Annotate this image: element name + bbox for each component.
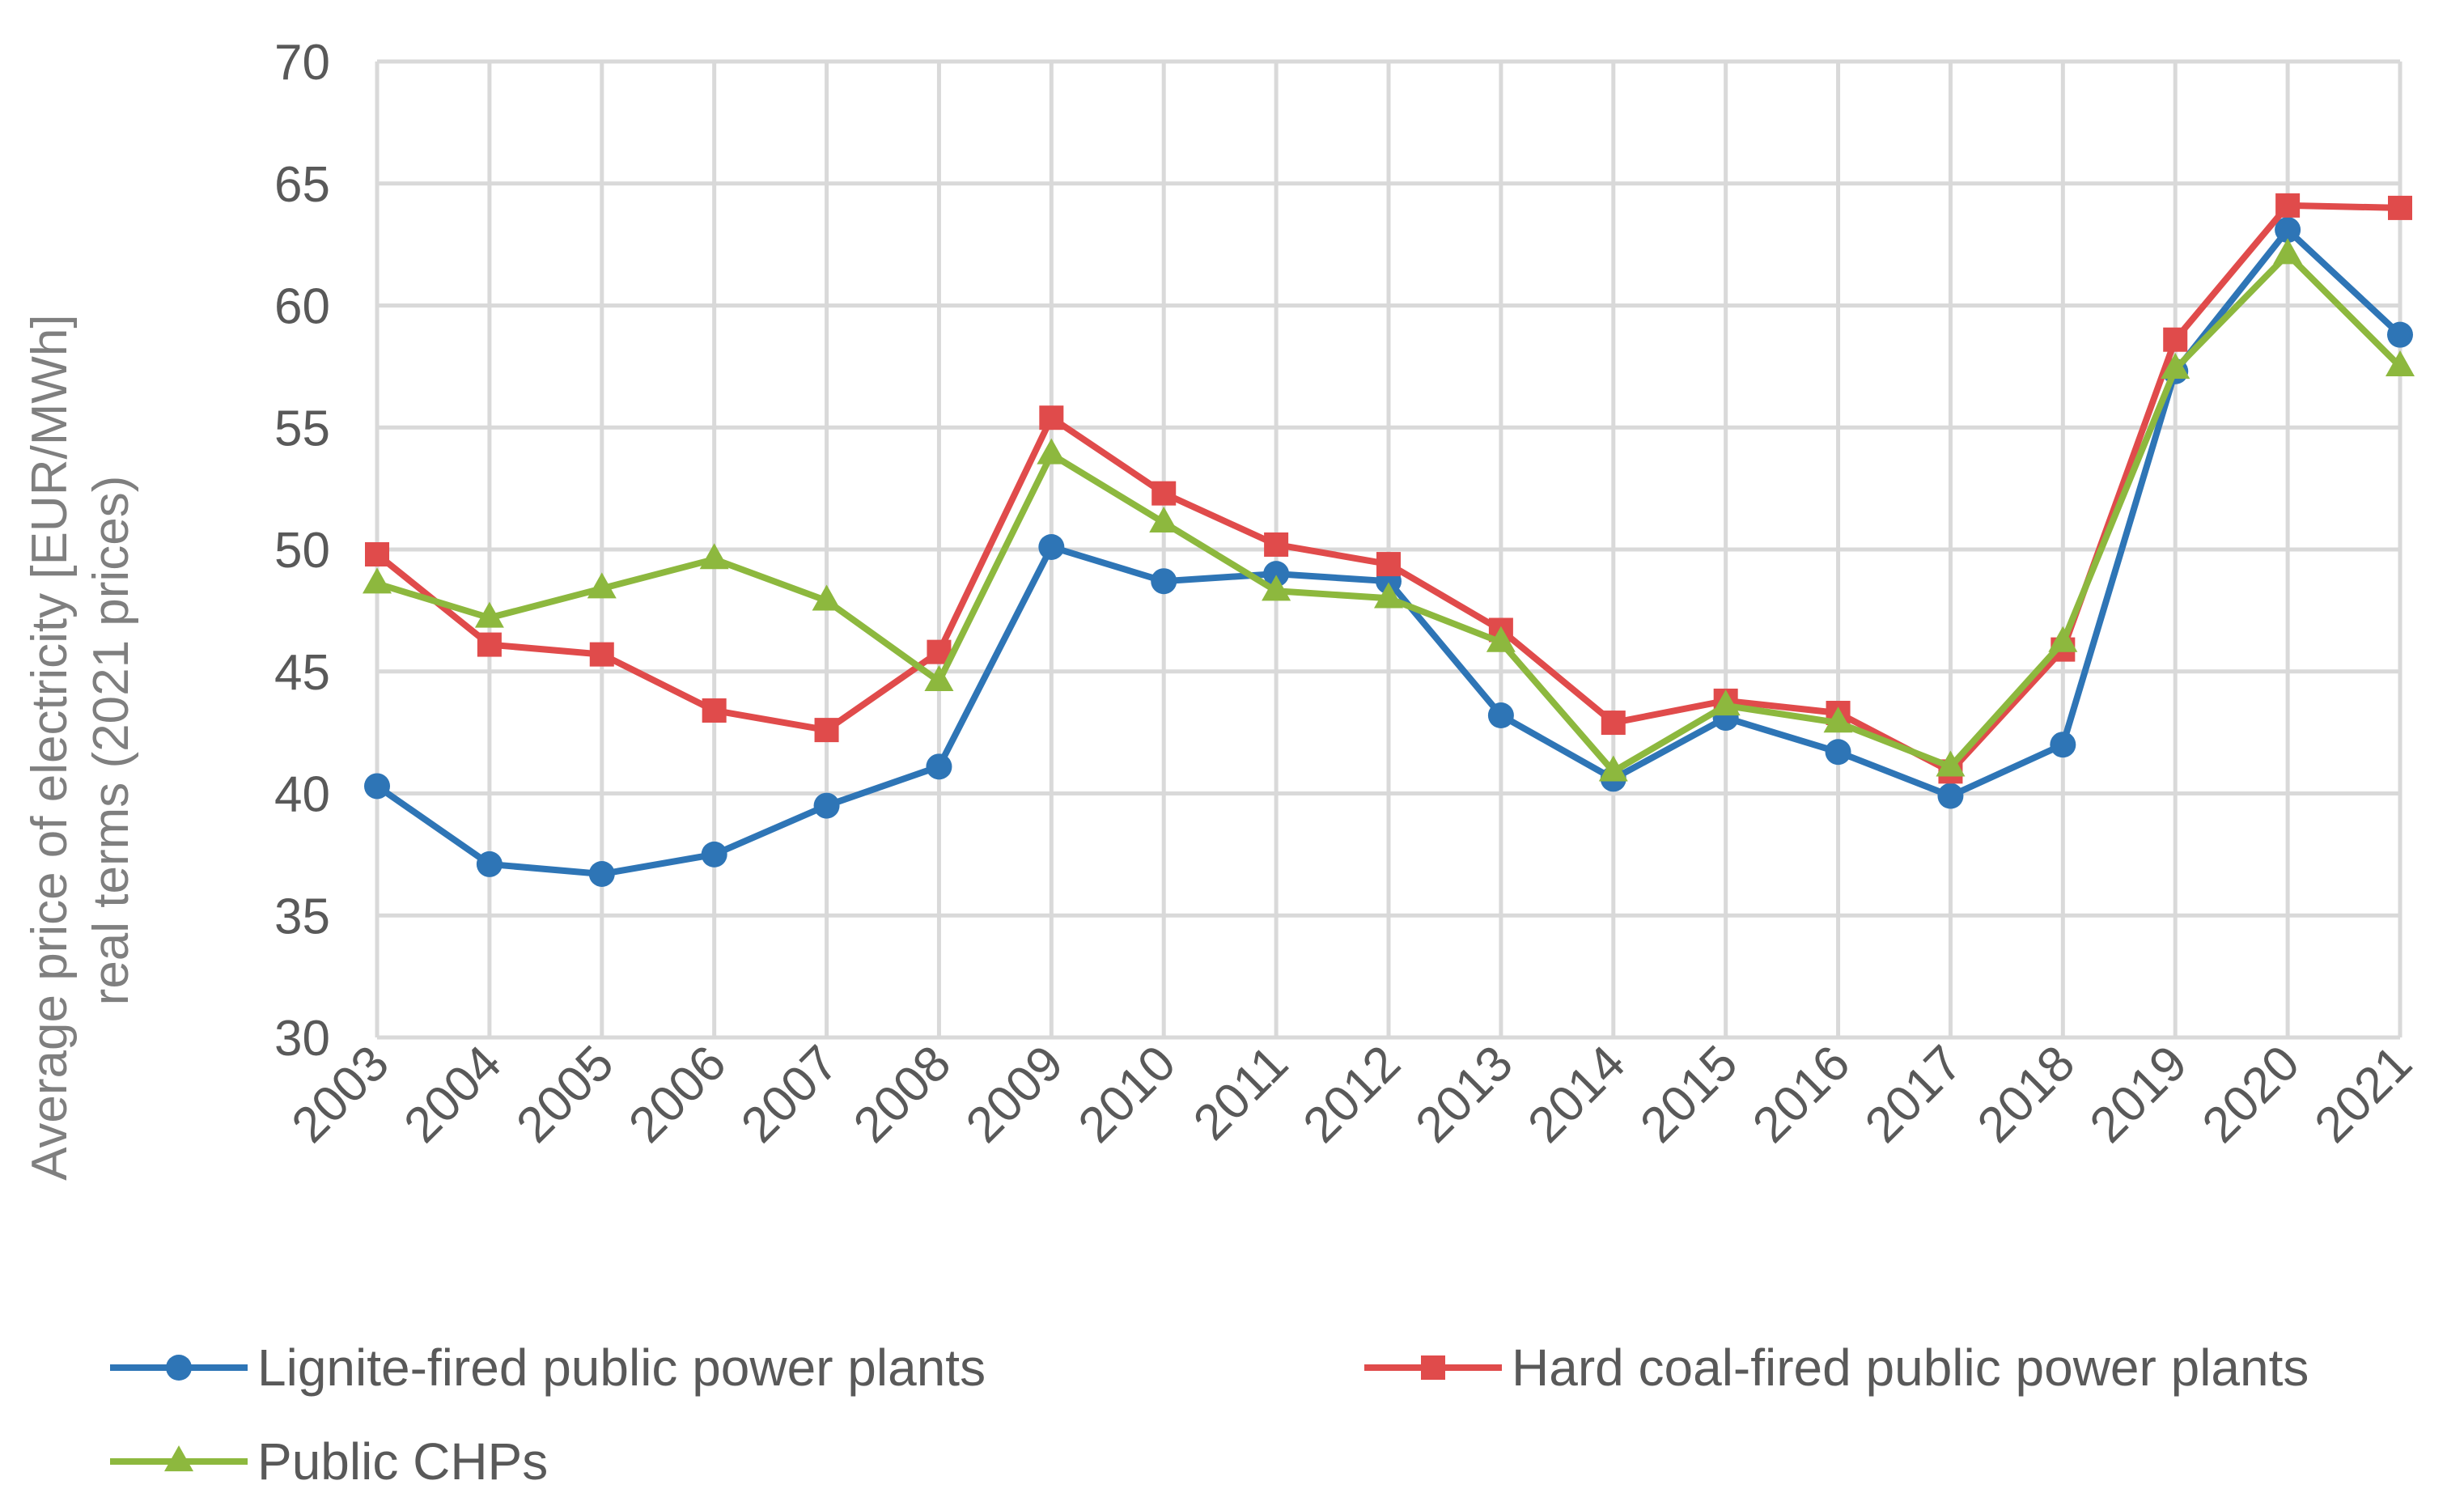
data-point [2275, 217, 2301, 244]
y-axis-label-line-2: real terms (2021 prices) [83, 476, 139, 1006]
data-point [1486, 626, 1516, 652]
data-point [1039, 405, 1064, 431]
data-point [1936, 750, 1966, 777]
x-tick-label: 2006 [618, 1035, 736, 1153]
y-axis-label-line-1: Average price of electricity [EUR/MWh] [22, 314, 78, 1180]
data-point [1037, 438, 1067, 465]
x-tick-label: 2019 [2080, 1035, 2198, 1153]
data-point [1151, 481, 1177, 506]
data-point [1711, 689, 1741, 716]
data-point [365, 542, 389, 567]
legend-label: Lignite-fired public power plants [257, 1338, 986, 1397]
data-point [477, 632, 502, 657]
x-tick-label: 2014 [1517, 1035, 1635, 1153]
x-tick-label: 2011 [1183, 1035, 1299, 1151]
data-point [2050, 732, 2076, 758]
y-tick-label: 35 [274, 889, 330, 944]
data-point [926, 753, 952, 780]
x-tick-label: 2017 [1855, 1035, 1973, 1153]
data-point [1937, 783, 1964, 809]
data-point [1825, 739, 1851, 766]
data-point [2275, 193, 2301, 218]
y-tick-label: 65 [274, 157, 330, 213]
x-tick-label: 2013 [1405, 1035, 1523, 1153]
data-point [1151, 568, 1177, 595]
y-axis-label: Average price of electricity [EUR/MWh] r… [22, 300, 139, 1181]
data-point [1598, 755, 1628, 782]
y-axis-ticks: 30 35 40 45 50 55 60 65 70 [274, 35, 330, 1067]
legend-marker [166, 1355, 192, 1381]
data-point [812, 584, 842, 611]
x-tick-label: 2018 [1967, 1035, 2085, 1153]
legend-marker [1421, 1355, 1445, 1380]
data-point [924, 664, 954, 691]
x-tick-label: 2016 [1742, 1035, 1860, 1153]
data-point [2387, 321, 2413, 348]
y-tick-label: 70 [274, 35, 330, 91]
x-tick-label: 2010 [1068, 1035, 1186, 1153]
x-tick-label: 2021 [2305, 1035, 2423, 1153]
data-point [2048, 626, 2078, 652]
legend-item: Hard coal-fired public power plants [1364, 1338, 2309, 1397]
data-point [2273, 238, 2303, 265]
y-tick-label: 40 [274, 767, 330, 823]
x-tick-label: 2009 [956, 1035, 1074, 1153]
y-tick-label: 60 [274, 279, 330, 335]
data-point [476, 851, 503, 877]
data-point [2161, 353, 2190, 380]
y-tick-label: 45 [274, 645, 330, 701]
x-tick-label: 2007 [731, 1035, 849, 1153]
data-point [1263, 561, 1290, 588]
x-tick-label: 2020 [2192, 1035, 2310, 1153]
data-point [364, 773, 390, 800]
data-point [1823, 706, 1853, 733]
y-tick-label: 55 [274, 401, 330, 456]
data-point [1264, 532, 1289, 557]
data-point [589, 642, 614, 667]
data-point [1601, 711, 1626, 736]
legend: Lignite-fired public power plants Hard co… [110, 1338, 2309, 1491]
series-3 [363, 238, 2415, 782]
x-tick-label: 2015 [1630, 1035, 1748, 1153]
data-point [588, 860, 615, 887]
data-point [1038, 533, 1065, 560]
legend-label: Public CHPs [257, 1432, 548, 1491]
data-point [474, 601, 504, 628]
data-point [1149, 506, 1179, 532]
data-point [363, 567, 392, 594]
x-tick-label: 2004 [393, 1035, 511, 1153]
data-point [1376, 552, 1401, 577]
data-point [2163, 327, 2188, 352]
data-point [814, 718, 839, 743]
legend-item: Lignite-fired public power plants [110, 1338, 986, 1397]
data-point [702, 698, 727, 723]
data-point [1487, 702, 1514, 729]
data-point [2388, 195, 2412, 220]
data-point [2386, 350, 2415, 377]
data-point [699, 543, 729, 570]
legend-marker [164, 1445, 193, 1472]
series-group [363, 193, 2415, 887]
data-point [1262, 575, 1291, 601]
data-point [587, 572, 617, 599]
x-tick-label: 2008 [843, 1035, 961, 1153]
data-point [813, 792, 840, 819]
x-tick-label: 2005 [506, 1035, 624, 1153]
data-point [701, 841, 727, 868]
x-tick-label: 2012 [1293, 1035, 1411, 1153]
legend-label: Hard coal-fired public power plants [1512, 1338, 2309, 1397]
y-tick-label: 50 [274, 523, 330, 579]
y-tick-label: 30 [274, 1011, 330, 1067]
data-point [1374, 582, 1403, 609]
legend-item: Public CHPs [110, 1432, 548, 1491]
x-axis-ticks: 2003200420052006200720082009201020112012… [282, 1035, 2423, 1153]
